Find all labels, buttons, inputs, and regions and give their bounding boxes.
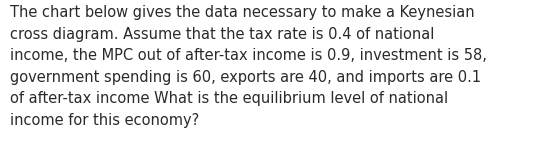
Text: The chart below gives the data necessary to make a Keynesian
cross diagram. Assu: The chart below gives the data necessary… [10,5,487,128]
